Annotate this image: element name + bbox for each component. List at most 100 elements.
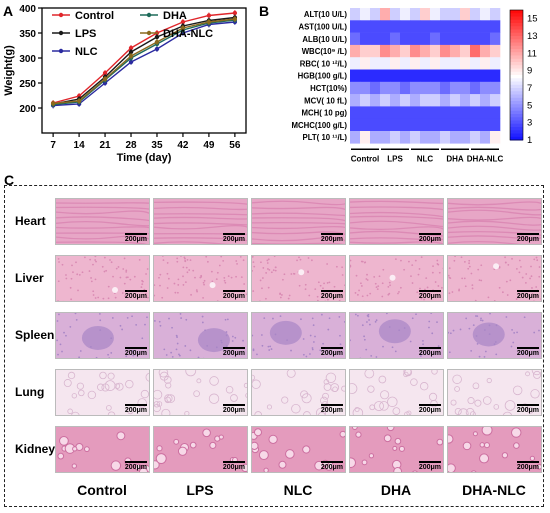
scale-bar-label: 200μm: [124, 407, 147, 414]
heatmap-cell: [460, 57, 471, 70]
heatmap-cell: [430, 8, 441, 21]
heatmap-cell: [460, 69, 471, 83]
heatmap-cell: [350, 94, 361, 107]
scale-bar: 200μm: [223, 404, 245, 414]
colorbar-segment: [510, 78, 523, 82]
scale-bar: 200μm: [321, 347, 343, 357]
legend-label: DHA-NLC: [163, 28, 213, 40]
heatmap-cell: [440, 32, 451, 46]
scale-bar-line: [418, 233, 441, 235]
heatmap-cell: [400, 118, 411, 132]
heatmap-cell: [460, 81, 471, 95]
scale-bar-line: [418, 347, 441, 349]
colorbar-segment: [510, 120, 523, 125]
tissue-texture: [252, 370, 345, 415]
heatmap-cell: [380, 44, 391, 58]
heatmap-group-label: NLC: [417, 154, 434, 163]
scale-bar-line: [516, 290, 539, 292]
heatmap-cell: [490, 94, 501, 107]
colorbar-segment: [510, 97, 523, 102]
plot-frame: [41, 7, 247, 134]
heatmap-cell: [390, 81, 401, 95]
colorbar-tick-label: 5: [527, 100, 532, 111]
heatmap-cell: [490, 69, 501, 83]
heatmap-cell: [380, 69, 391, 83]
legend-marker: [146, 30, 152, 36]
colorbar-segment: [510, 62, 523, 66]
heatmap-cell: [380, 118, 391, 132]
heatmap-cell: [470, 44, 481, 58]
heatmap-cell: [440, 94, 451, 107]
heatmap-cell: [440, 44, 451, 58]
scale-bar-label: 200μm: [516, 464, 539, 471]
heatmap-cell: [440, 118, 451, 132]
heatmap-cell: [420, 81, 431, 95]
heatmap-cell: [490, 131, 501, 144]
heatmap-cell: [460, 8, 471, 21]
heatmap-cell: [410, 57, 421, 70]
heatmap-cell: [450, 20, 461, 33]
heatmap-cell: [440, 57, 451, 70]
x-tick-label: 7: [50, 140, 56, 151]
heatmap-row-label: RBC( 10 ¹²/L): [300, 59, 348, 68]
colorbar-segment: [510, 91, 523, 95]
heatmap-cell: [430, 118, 441, 132]
colorbar-segment: [510, 101, 523, 105]
heatmap-cell: [490, 118, 501, 132]
scale-bar-line: [320, 404, 343, 406]
tissue-texture: [448, 370, 541, 415]
heatmap-cell: [480, 131, 491, 144]
heatmap-cell: [470, 32, 481, 46]
scale-bar: 200μm: [419, 404, 441, 414]
heatmap-cell: [370, 32, 381, 46]
series-line-lps: [52, 16, 235, 105]
heatmap-cell: [430, 69, 441, 83]
heatmap-row-label: MCH( 10 pg): [302, 109, 348, 118]
legend-marker: [146, 12, 152, 18]
scale-bar-label: 200μm: [124, 350, 147, 357]
heatmap-cell: [410, 118, 421, 132]
heatmap-cell: [370, 131, 381, 144]
scale-bar: 200μm: [517, 347, 539, 357]
tissue-texture: [56, 370, 149, 415]
heatmap-cell: [410, 69, 421, 83]
group-label-lps: LPS: [186, 482, 214, 498]
heatmap-cell: [460, 32, 471, 46]
heatmap-cell: [450, 32, 461, 46]
y-tick-label: 300: [19, 54, 36, 65]
colorbar-tick-label: 1: [527, 135, 532, 146]
heatmap-cell: [470, 8, 481, 21]
series-line-dha-nlc: [53, 18, 235, 105]
series-line-control: [52, 12, 235, 104]
tissue-texture: [448, 199, 541, 244]
heatmap-row-label: MCHC(100 g/L): [292, 121, 348, 130]
heatmap-cell: [370, 69, 381, 83]
histology-panel: Heart 200μm 200μm 200μm 200μm 200μm Liver 200μm…: [4, 185, 544, 507]
heatmap-cell: [390, 20, 401, 33]
colorbar-segment: [510, 58, 523, 63]
heatmap-cell: [350, 8, 361, 21]
heatmap-cell: [350, 81, 361, 95]
x-tick-label: 14: [74, 140, 86, 151]
heatmap-cell: [360, 44, 371, 58]
heatmap-cell: [430, 20, 441, 33]
tissue-texture: [350, 199, 443, 244]
histology-image-liver-dha-nlc: 200μm: [447, 255, 542, 302]
data-point: [128, 49, 134, 55]
colorbar-segment: [510, 110, 523, 115]
scale-bar: 200μm: [419, 347, 441, 357]
heatmap-cell: [420, 20, 431, 33]
colorbar-segment: [510, 55, 523, 60]
scale-bar-line: [320, 233, 343, 235]
scale-bar: 200μm: [125, 404, 147, 414]
heatmap-cell: [440, 20, 451, 33]
heatmap-cell: [410, 20, 421, 33]
y-tick-label: 400: [19, 4, 36, 15]
scale-bar: 200μm: [125, 233, 147, 243]
scale-bar-label: 200μm: [516, 293, 539, 300]
heatmap-cell: [400, 69, 411, 83]
scale-bar-label: 200μm: [418, 464, 441, 471]
heatmap-cell: [470, 20, 481, 33]
heatmap-cell: [410, 8, 421, 21]
legend-label: DHA: [163, 10, 187, 22]
